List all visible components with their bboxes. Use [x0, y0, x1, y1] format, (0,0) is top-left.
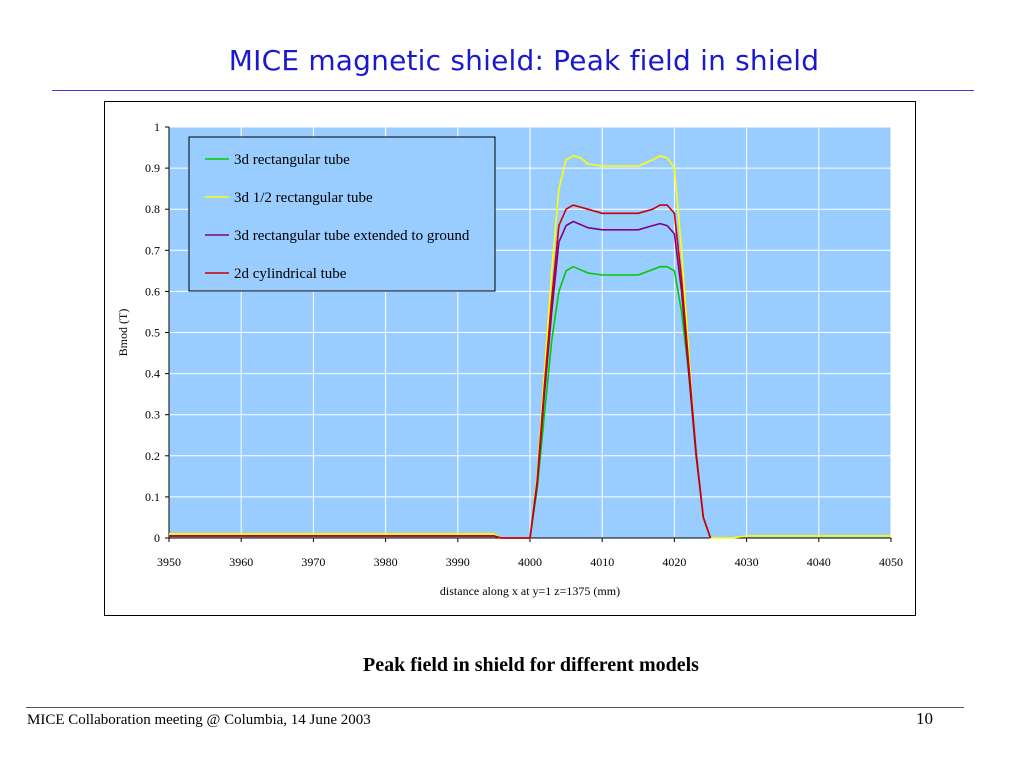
x-tick-label: 4050 — [879, 555, 903, 569]
x-tick-label: 4010 — [590, 555, 614, 569]
x-tick-label: 4000 — [518, 555, 542, 569]
y-tick-label: 0.8 — [145, 202, 160, 216]
y-tick-label: 0.9 — [145, 161, 160, 175]
legend-entry: 3d rectangular tube extended to ground — [234, 228, 470, 244]
axes: 0 0.1 0.2 0.3 0.4 0.5 0.6 0.7 0.8 0.9 1 3950 3960 397… — [145, 120, 903, 569]
chart-frame: 0 0.1 0.2 0.3 0.4 0.5 0.6 0.7 0.8 0.9 1 3950 3960 397… — [104, 101, 916, 616]
legend-box — [188, 136, 496, 292]
y-tick-label: 0.4 — [145, 367, 160, 381]
x-tick-label: 3950 — [157, 555, 181, 569]
x-tick-label: 3980 — [374, 555, 398, 569]
x-tick-label: 3960 — [229, 555, 253, 569]
legend-entry: 3d rectangular tube — [234, 152, 350, 168]
figure-caption: Peak field in shield for different model… — [363, 654, 699, 676]
y-axis-label: Bmod (T) — [116, 309, 130, 357]
slide-title: MICE magnetic shield: Peak field in shie… — [228, 44, 820, 77]
y-tick-label: 0.6 — [145, 284, 160, 298]
x-axis-label: distance along x at y=1 z=1375 (mm) — [440, 584, 620, 598]
legend-entry: 3d 1/2 rectangular tube — [234, 190, 373, 206]
footer-text: MICE Collaboration meeting @ Columbia, 1… — [27, 712, 371, 728]
legend: 3d rectangular tube 3d 1/2 rectangular tu… — [188, 136, 496, 292]
y-tick-label: 0.5 — [145, 326, 160, 340]
y-tick-label: 0.7 — [145, 243, 160, 257]
line-chart: 0 0.1 0.2 0.3 0.4 0.5 0.6 0.7 0.8 0.9 1 3950 3960 397… — [116, 120, 903, 598]
y-tick-label: 0.2 — [145, 449, 160, 463]
x-tick-label: 4040 — [807, 555, 831, 569]
footer-divider — [26, 707, 964, 708]
legend-entry: 2d cylindrical tube — [234, 266, 347, 282]
y-tick-label: 0.1 — [145, 490, 160, 504]
series-line-4 — [169, 204, 712, 539]
y-tick-label: 0 — [154, 531, 160, 545]
page-number: 10 — [916, 709, 933, 728]
y-tick-label: 1 — [154, 120, 160, 134]
x-tick-label: 4020 — [662, 555, 686, 569]
title-divider — [52, 90, 974, 91]
x-tick-label: 4030 — [735, 555, 759, 569]
series-lines — [169, 154, 891, 539]
x-tick-label: 3970 — [301, 555, 325, 569]
y-tick-label: 0.3 — [145, 408, 160, 422]
x-tick-label: 3990 — [446, 555, 470, 569]
